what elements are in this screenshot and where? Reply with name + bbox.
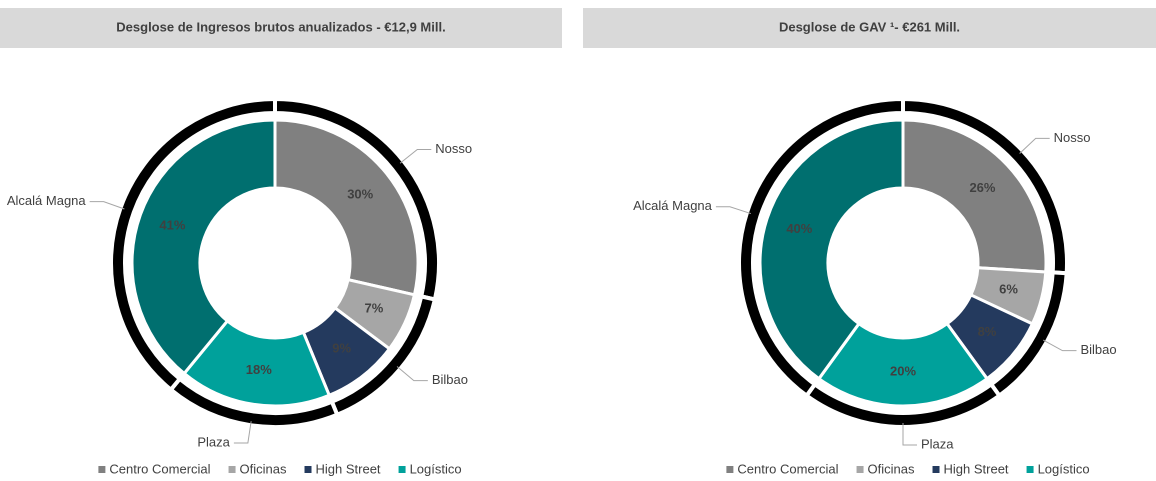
legend-swatch xyxy=(726,466,734,473)
leader-line xyxy=(399,149,432,164)
asset-label: Bilbao xyxy=(1080,342,1116,357)
leader-line xyxy=(233,421,252,444)
asset-label: Alcalá Magna xyxy=(7,193,87,208)
chart-title: Desglose de Ingresos brutos anualizados … xyxy=(116,19,445,34)
legend-label: High Street xyxy=(316,461,381,476)
asset-label: Plaza xyxy=(921,436,954,451)
outer-ring-segment xyxy=(109,96,277,393)
data-label: 30% xyxy=(347,186,373,201)
donut-slice xyxy=(816,321,990,408)
legend-label: Logístico xyxy=(410,461,462,476)
legend-label: Centro Comercial xyxy=(737,461,838,476)
legend-swatch xyxy=(932,466,940,473)
legend-swatch xyxy=(1026,466,1034,473)
leader-line xyxy=(1019,137,1050,154)
outer-ring-segment xyxy=(737,96,905,399)
legend-swatch xyxy=(98,466,106,473)
data-label: 6% xyxy=(999,282,1018,297)
legend-label: High Street xyxy=(944,461,1009,476)
donut-slice xyxy=(901,118,1048,274)
legend-label: Oficinas xyxy=(240,461,287,476)
legend-swatch xyxy=(398,466,406,473)
leader-line xyxy=(89,201,125,210)
data-label: 26% xyxy=(969,180,995,195)
data-label: 41% xyxy=(159,218,185,233)
leader-line xyxy=(715,206,751,215)
legend-label: Logístico xyxy=(1038,461,1090,476)
chart-title: Desglose de GAV ¹- €261 Mill. xyxy=(779,19,960,34)
legend-swatch xyxy=(304,466,312,473)
data-label: 9% xyxy=(332,341,351,356)
donut-slice xyxy=(130,118,277,376)
data-label: 18% xyxy=(246,362,272,377)
header-bar xyxy=(0,8,562,48)
data-label: 7% xyxy=(365,300,384,315)
asset-label: Plaza xyxy=(197,434,230,449)
data-label: 40% xyxy=(786,221,812,236)
asset-label: Nosso xyxy=(1054,130,1091,145)
donut-slice xyxy=(758,118,905,381)
leader-line xyxy=(1042,339,1077,352)
leader-line xyxy=(902,423,917,446)
leader-line xyxy=(396,366,428,382)
legend-label: Centro Comercial xyxy=(109,461,210,476)
header-bar xyxy=(583,8,1156,48)
data-label: 8% xyxy=(978,324,997,339)
legend-label: Oficinas xyxy=(868,461,915,476)
legend-swatch xyxy=(856,466,864,473)
data-label: 20% xyxy=(890,363,916,378)
legend-swatch xyxy=(228,466,236,473)
asset-label: Bilbao xyxy=(432,372,468,387)
asset-label: Nosso xyxy=(435,141,472,156)
donut-slice xyxy=(273,118,420,297)
asset-label: Alcalá Magna xyxy=(633,198,713,213)
